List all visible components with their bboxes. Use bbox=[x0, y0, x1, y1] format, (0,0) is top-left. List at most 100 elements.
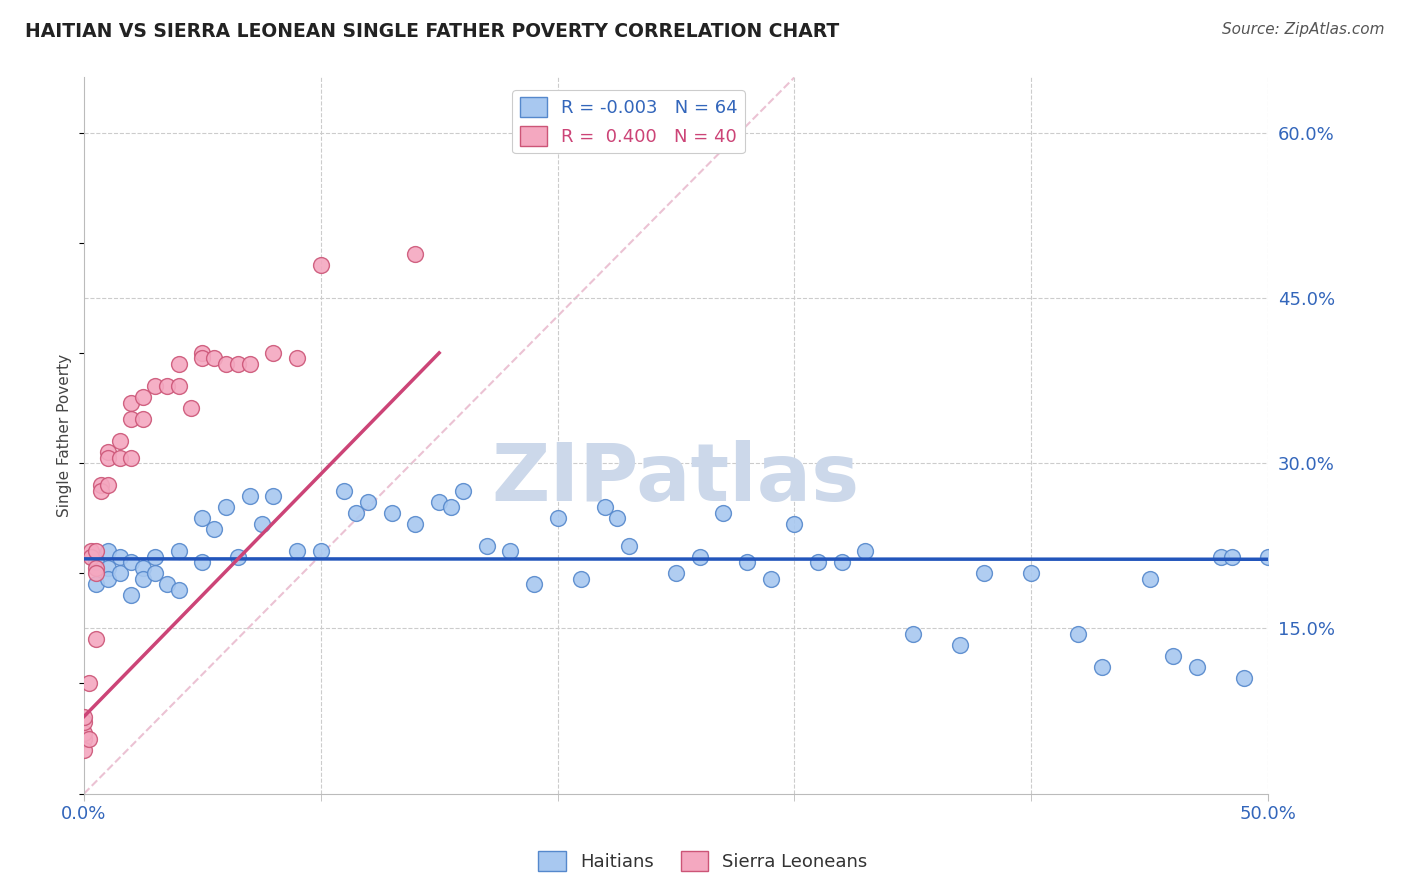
Point bbox=[97, 445, 120, 459]
Point bbox=[80, 544, 103, 558]
Point bbox=[226, 549, 249, 564]
Point bbox=[499, 544, 522, 558]
Point bbox=[120, 395, 142, 409]
Point bbox=[427, 494, 450, 508]
Point bbox=[617, 539, 640, 553]
Point bbox=[191, 511, 214, 525]
Point bbox=[1091, 660, 1114, 674]
Point bbox=[309, 258, 332, 272]
Point bbox=[226, 357, 249, 371]
Point bbox=[606, 511, 628, 525]
Point bbox=[1161, 648, 1184, 663]
Point bbox=[191, 346, 214, 360]
Point bbox=[285, 351, 308, 366]
Point bbox=[239, 357, 262, 371]
Point bbox=[547, 511, 569, 525]
Point bbox=[759, 572, 782, 586]
Point bbox=[1257, 549, 1279, 564]
Point bbox=[156, 379, 179, 393]
Point bbox=[167, 379, 190, 393]
Point bbox=[569, 572, 592, 586]
Point bbox=[665, 566, 688, 581]
Point bbox=[73, 731, 96, 746]
Point bbox=[381, 506, 404, 520]
Point bbox=[250, 516, 273, 531]
Legend: Haitians, Sierra Leoneans: Haitians, Sierra Leoneans bbox=[531, 844, 875, 879]
Point bbox=[180, 401, 202, 415]
Point bbox=[143, 566, 166, 581]
Point bbox=[132, 561, 155, 575]
Point bbox=[202, 522, 225, 536]
Point bbox=[84, 566, 107, 581]
Point bbox=[262, 489, 284, 503]
Point bbox=[167, 544, 190, 558]
Point bbox=[120, 588, 142, 602]
Point bbox=[73, 726, 96, 740]
Point bbox=[191, 351, 214, 366]
Point bbox=[783, 516, 806, 531]
Point bbox=[285, 544, 308, 558]
Point bbox=[451, 483, 474, 498]
Point bbox=[1019, 566, 1042, 581]
Point bbox=[1139, 572, 1161, 586]
Point bbox=[711, 506, 734, 520]
Point bbox=[143, 549, 166, 564]
Point bbox=[108, 434, 131, 448]
Point bbox=[73, 709, 96, 723]
Point bbox=[333, 483, 356, 498]
Point bbox=[344, 506, 367, 520]
Point bbox=[357, 494, 380, 508]
Text: HAITIAN VS SIERRA LEONEAN SINGLE FATHER POVERTY CORRELATION CHART: HAITIAN VS SIERRA LEONEAN SINGLE FATHER … bbox=[25, 22, 839, 41]
Point bbox=[405, 246, 427, 260]
Point bbox=[202, 351, 225, 366]
Point bbox=[108, 450, 131, 465]
Point bbox=[191, 555, 214, 569]
Point bbox=[84, 544, 107, 558]
Point bbox=[90, 483, 112, 498]
Point bbox=[215, 357, 238, 371]
Point bbox=[77, 731, 100, 746]
Text: Source: ZipAtlas.com: Source: ZipAtlas.com bbox=[1222, 22, 1385, 37]
Point bbox=[120, 450, 142, 465]
Point bbox=[167, 357, 190, 371]
Point bbox=[1233, 671, 1256, 685]
Point bbox=[143, 379, 166, 393]
Point bbox=[475, 539, 498, 553]
Point bbox=[77, 676, 100, 690]
Point bbox=[132, 412, 155, 426]
Point bbox=[84, 555, 107, 569]
Point bbox=[1222, 549, 1244, 564]
Point bbox=[593, 500, 616, 515]
Point bbox=[1209, 549, 1232, 564]
Point bbox=[84, 577, 107, 591]
Point bbox=[309, 544, 332, 558]
Point bbox=[108, 566, 131, 581]
Point bbox=[973, 566, 995, 581]
Point bbox=[262, 346, 284, 360]
Point bbox=[84, 561, 107, 575]
Text: ZIPatlas: ZIPatlas bbox=[492, 440, 860, 517]
Point bbox=[1185, 660, 1208, 674]
Point bbox=[73, 714, 96, 729]
Point bbox=[949, 638, 972, 652]
Point bbox=[97, 572, 120, 586]
Point bbox=[120, 555, 142, 569]
Point bbox=[108, 549, 131, 564]
Point bbox=[73, 742, 96, 756]
Point bbox=[735, 555, 758, 569]
Point bbox=[97, 561, 120, 575]
Point bbox=[901, 627, 924, 641]
Point bbox=[90, 478, 112, 492]
Point bbox=[853, 544, 876, 558]
Point bbox=[807, 555, 830, 569]
Point bbox=[239, 489, 262, 503]
Point bbox=[80, 549, 103, 564]
Point bbox=[97, 544, 120, 558]
Point bbox=[689, 549, 711, 564]
Point bbox=[405, 516, 427, 531]
Point bbox=[132, 572, 155, 586]
Point bbox=[167, 582, 190, 597]
Point bbox=[440, 500, 463, 515]
Point bbox=[84, 632, 107, 647]
Point bbox=[97, 478, 120, 492]
